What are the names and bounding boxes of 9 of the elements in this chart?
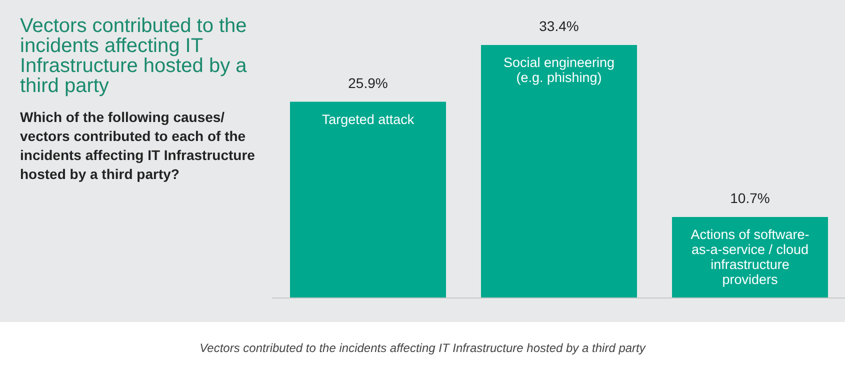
text: Which of the following causes/ vectors contributed to each of the incidents affecting IT Infrastructure hosted by a third party?: [20, 108, 256, 184]
chart-title: Vectors contributed to the incidents affecting IT Infrastructure hosted by a third party: [20, 15, 248, 97]
x-tick-label: Social engineering (e.g. phishing): [503, 55, 615, 85]
data-label: 33.4%: [539, 18, 579, 34]
data-label: 10.7%: [730, 190, 770, 206]
data-label: 25.9%: [348, 74, 388, 91]
text: Vectors contributed to the incidents affecting IT Infrastructure hosted by a third party: [198, 341, 647, 355]
x-tick-label: Targeted attack: [322, 112, 414, 127]
x-tick-label: Actions of software-as-a-service / cloud infrastructure providers: [690, 226, 810, 287]
